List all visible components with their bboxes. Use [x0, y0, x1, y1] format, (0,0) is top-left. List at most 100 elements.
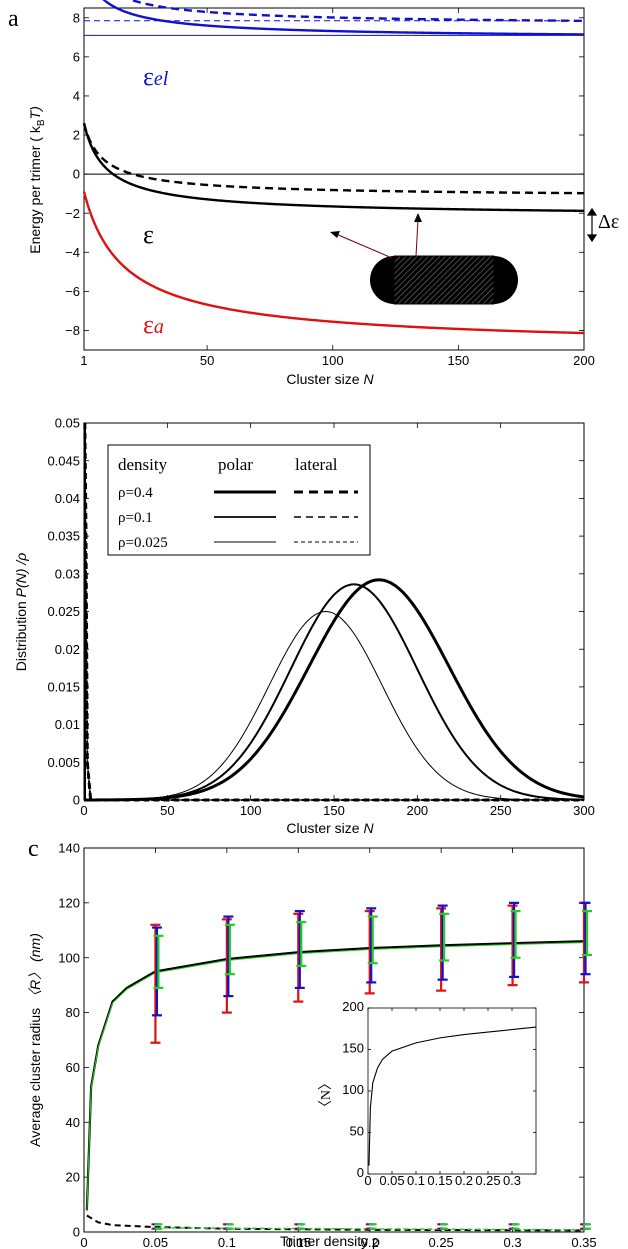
panel-c-xlabel: Trimer density ρ	[280, 1233, 380, 1249]
legend-row-1: ρ=0.4	[118, 485, 153, 501]
panel-c: c 0 0.05 0.1 0.15 0.2 0.25 0.3 0.35020406080100…	[27, 836, 597, 1249]
panel-a-xlabel: Cluster size N	[286, 371, 374, 387]
y-tick-label: 0.045	[47, 453, 80, 468]
y-tick-label: −6	[65, 284, 80, 299]
x-tick-label: 0.25	[428, 1235, 453, 1249]
panel-a-curves	[82, 0, 585, 335]
x-tick-label: 0.05	[379, 1173, 404, 1188]
y-tick-label: 0.035	[47, 529, 80, 544]
label-eps: ε	[143, 220, 154, 249]
lateral-mean-curve	[86, 1214, 585, 1232]
polar-curve	[83, 583, 585, 801]
panel-c-ylabel: Average cluster radius 〈R〉 (nm)	[27, 933, 43, 1147]
arrow-polar-head	[414, 213, 422, 222]
y-tick-label: 0.025	[47, 604, 80, 619]
y-tick-label: 0	[357, 1165, 364, 1180]
y-tick-label: 80	[66, 1005, 80, 1020]
x-tick-label: 300	[573, 803, 595, 818]
series-eps_el_lateral	[128, 0, 585, 23]
legend-col-lateral: lateral	[295, 455, 338, 474]
y-tick-label: −4	[65, 245, 80, 260]
x-tick-label: 250	[490, 803, 512, 818]
y-tick-label: 200	[342, 999, 364, 1014]
inset-bg	[362, 1004, 562, 1193]
y-tick-label: 0.01	[55, 717, 80, 732]
y-tick-label: −2	[65, 206, 80, 221]
panel-a-frame	[83, 7, 585, 351]
y-tick-label: 50	[350, 1124, 364, 1139]
y-tick-label: 6	[73, 49, 80, 64]
polar-curve	[84, 610, 584, 801]
legend-col-density: density	[118, 455, 168, 474]
legend-col-polar: polar	[218, 455, 253, 474]
x-tick-label: 50	[160, 803, 174, 818]
y-tick-label: 0.02	[55, 642, 80, 657]
y-tick-label: 0	[73, 1225, 80, 1240]
x-tick-label: 200	[573, 353, 595, 368]
inset-ylabel: 〈N〉	[318, 1076, 334, 1114]
y-tick-label: 150	[342, 1041, 364, 1056]
series-eps_a	[82, 191, 585, 335]
y-tick-label: 0	[73, 167, 80, 182]
y-tick-label: 60	[66, 1060, 80, 1075]
x-tick-label: 0.1	[218, 1235, 236, 1249]
inset: 0 0.05 0.1 0.15 0.2 0.25 0.3 0 50 100 150 200 〈N〉	[318, 999, 562, 1193]
arrow-polar	[415, 219, 419, 257]
y-tick-label: 0.03	[55, 566, 80, 581]
label-eps-el: εel	[143, 62, 169, 91]
panel-b-ticks: 0 50 100 150 200 250 300 0 0.005 0.01 0.015 0.02 0.0…	[47, 416, 594, 818]
arrow-lateral-head	[330, 231, 340, 238]
x-tick-label: 0	[80, 1235, 87, 1249]
x-tick-label: 0	[80, 803, 87, 818]
panel-b-ylabel: Distribution P(N) /ρ	[13, 553, 29, 672]
x-tick-label: 150	[323, 803, 345, 818]
x-tick-label: 0.3	[504, 1235, 522, 1249]
polar-green-curve	[86, 942, 585, 1212]
inset-mean-n-curve	[368, 1026, 537, 1166]
series-eps_el	[102, 0, 585, 36]
series-eps_lateral	[82, 122, 585, 195]
y-tick-label: −8	[65, 323, 80, 338]
x-tick-label: 0.15	[427, 1173, 452, 1188]
x-tick-label: 0.25	[475, 1173, 500, 1188]
panel-c-ticks: 0 0.05 0.1 0.15 0.2 0.25 0.3 0.3502040608010012…	[58, 841, 596, 1249]
panel-c-letter: c	[28, 836, 39, 862]
legend-row-2: ρ=0.1	[118, 510, 153, 526]
panel-b-curves	[83, 422, 585, 802]
y-tick-label: 0.005	[47, 755, 80, 770]
series-eps	[82, 123, 585, 213]
x-tick-label: 100	[322, 353, 344, 368]
x-tick-label: 0.3	[503, 1173, 521, 1188]
y-tick-label: 4	[73, 88, 80, 103]
legend: density polar lateral ρ=0.4 ρ=0.1 ρ=0.02…	[107, 444, 371, 556]
label-eps-a: εa	[143, 310, 164, 339]
y-tick-label: 0.015	[47, 679, 80, 694]
panel-a-letter: a	[8, 6, 19, 32]
x-tick-label: 150	[448, 353, 470, 368]
x-tick-label: 0.35	[571, 1235, 596, 1249]
x-tick-label: 200	[406, 803, 428, 818]
inset-curve	[368, 1026, 537, 1166]
label-delta-eps: Δε	[598, 211, 619, 233]
panel-a-ylabel: Energy per trimer ( kBT)	[27, 106, 47, 253]
panel-c-frame	[83, 847, 585, 1233]
x-tick-label: 0.15	[286, 1235, 311, 1249]
y-tick-label: 20	[66, 1170, 80, 1185]
y-tick-label: 140	[58, 841, 80, 856]
y-tick-label: 0.05	[55, 416, 80, 431]
x-tick-label: 0.2	[361, 1235, 379, 1249]
y-tick-label: 0.04	[55, 491, 80, 506]
inset-ticks: 0 0.05 0.1 0.15 0.2 0.25 0.3 0 50 100 150 200	[342, 999, 536, 1188]
x-tick-label: 50	[200, 353, 214, 368]
x-tick-label: 1	[80, 353, 87, 368]
arrow-lateral	[335, 233, 393, 259]
y-tick-label: 2	[73, 128, 80, 143]
y-tick-label: 0	[73, 793, 80, 808]
y-tick-label: 100	[58, 950, 80, 965]
y-tick-label: 100	[342, 1082, 364, 1097]
polar-curve	[84, 578, 585, 802]
x-tick-label: 100	[240, 803, 262, 818]
